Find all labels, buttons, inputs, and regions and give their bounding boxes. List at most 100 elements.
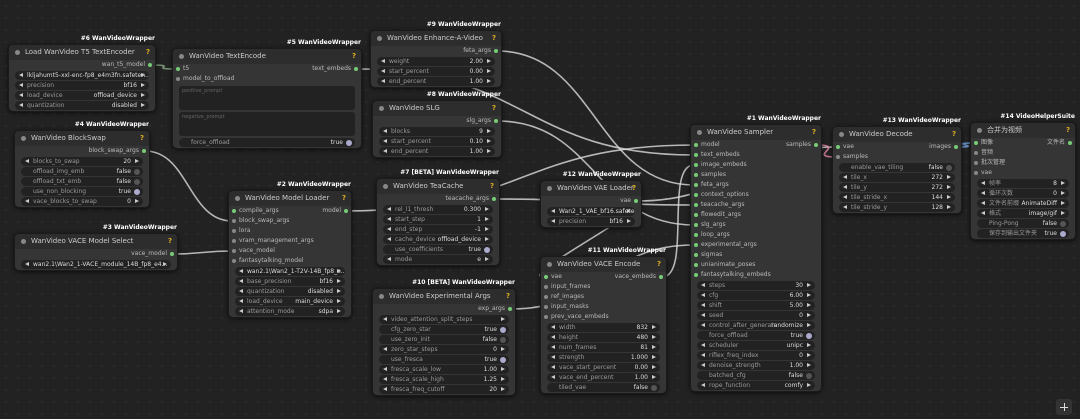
arrow-right[interactable] [652, 365, 656, 369]
arrow-right[interactable] [485, 237, 489, 241]
arrow-right[interactable] [652, 355, 656, 359]
input-slot[interactable]: prev_vace_embeds [544, 312, 609, 322]
arrow-right[interactable] [487, 69, 491, 73]
arrow-left[interactable] [387, 207, 391, 211]
arrow-right[interactable] [487, 79, 491, 83]
widget[interactable]: scheduler unipc [697, 341, 815, 350]
widget[interactable]: use_non_blocking true [21, 187, 143, 196]
arrow-right[interactable] [947, 195, 951, 199]
arrow-right[interactable] [485, 257, 489, 261]
output-slot[interactable]: images [929, 142, 958, 152]
widget[interactable]: video_attention_split_steps [379, 315, 509, 324]
help-icon[interactable]: ? [951, 130, 956, 138]
widget[interactable]: seed 0 [697, 311, 815, 320]
input-slot[interactable]: unianimate_poses [694, 260, 755, 270]
arrow-left[interactable] [381, 69, 385, 73]
output-slot[interactable]: text_embeds [312, 64, 358, 74]
arrow-left[interactable] [383, 347, 387, 351]
arrow-left[interactable] [25, 262, 29, 266]
toggle[interactable] [134, 178, 140, 185]
arrow-right[interactable] [652, 335, 656, 339]
widget[interactable]: control_after_generate randomize [697, 321, 815, 330]
widget[interactable]: 循环次数 0 [977, 189, 1069, 198]
arrow-left[interactable] [239, 289, 243, 293]
arrow-left[interactable] [701, 383, 705, 387]
help-icon[interactable]: ? [491, 34, 496, 42]
arrow-left[interactable] [383, 377, 387, 381]
arrow-right[interactable] [627, 219, 631, 223]
input-slot[interactable]: input_masks [544, 302, 589, 312]
arrow-left[interactable] [19, 83, 23, 87]
toggle[interactable] [1060, 220, 1066, 227]
arrow-right[interactable] [163, 262, 167, 266]
input-slot[interactable]: vace_model [232, 246, 275, 256]
arrow-right[interactable] [652, 345, 656, 349]
arrow-left[interactable] [19, 93, 23, 97]
node[interactable]: #9 WanVideoWrapper WanVideo Enhance-A-Vid… [370, 21, 502, 88]
node[interactable]: #4 WanVideoWrapper WanVideo BlockSwap? blo… [14, 121, 150, 208]
input-slot[interactable]: lora [232, 226, 250, 236]
toggle[interactable] [134, 168, 140, 175]
toggle[interactable] [806, 372, 812, 379]
input-slot[interactable]: experimental_args [694, 240, 757, 250]
widget[interactable]: precision bf16 [15, 81, 149, 90]
widget[interactable]: force_offload true [697, 331, 815, 340]
widget[interactable]: mode e [383, 255, 493, 264]
output-slot[interactable]: wan_t5_model [102, 60, 152, 70]
input-slot[interactable]: model [694, 140, 720, 150]
input-slot[interactable]: fantasytalking_model [232, 256, 303, 266]
help-icon[interactable]: ? [811, 128, 816, 136]
node[interactable]: #12 WanVideoWrapper WanVideo VAE Loader? v… [540, 171, 642, 228]
toggle[interactable] [484, 246, 490, 253]
widget[interactable]: use_coefficients true [383, 245, 493, 254]
arrow-left[interactable] [239, 279, 243, 283]
help-icon[interactable]: ? [341, 194, 346, 202]
arrow-right[interactable] [807, 293, 811, 297]
arrow-right[interactable] [1061, 191, 1065, 195]
arrow-right[interactable] [485, 227, 489, 231]
arrow-left[interactable] [843, 195, 847, 199]
arrow-left[interactable] [551, 335, 555, 339]
output-slot[interactable]: model [322, 206, 348, 216]
arrow-right[interactable] [807, 353, 811, 357]
arrow-left[interactable] [981, 181, 985, 185]
arrow-right[interactable] [487, 139, 491, 143]
help-icon[interactable]: ? [631, 184, 636, 192]
arrow-right[interactable] [807, 343, 811, 347]
node[interactable]: #10 [BETA] WanVideoWrapper WanVideo Exper… [372, 279, 516, 396]
arrow-left[interactable] [551, 219, 555, 223]
arrow-left[interactable] [25, 199, 29, 203]
help-icon[interactable]: ? [145, 48, 150, 56]
arrow-left[interactable] [387, 257, 391, 261]
help-icon[interactable]: ? [656, 260, 661, 268]
input-slot[interactable]: compile_args [232, 206, 279, 216]
arrow-right[interactable] [141, 93, 145, 97]
arrow-right[interactable] [501, 367, 505, 371]
widget[interactable]: offload_txt_emb false [21, 177, 143, 186]
widget[interactable]: cfg 6.00 [697, 291, 815, 300]
arrow-right[interactable] [141, 83, 145, 87]
widget[interactable]: load_device offload_device [15, 91, 149, 100]
output-slot[interactable]: samples [786, 140, 818, 150]
widget[interactable]: tile_stride_y 128 [839, 203, 955, 212]
arrow-left[interactable] [701, 313, 705, 317]
widget[interactable]: num_frames 81 [547, 343, 660, 352]
input-slot[interactable]: input_frames [544, 282, 590, 292]
widget[interactable]: attention_mode sdpa [235, 307, 345, 316]
widget[interactable]: lkljahumt5-xxl-enc-fp8_e4m3fn.safeten... [15, 71, 149, 80]
output-slot[interactable]: vace_model [131, 249, 174, 259]
arrow-left[interactable] [383, 317, 387, 321]
arrow-left[interactable] [843, 185, 847, 189]
input-slot[interactable]: 图像 [974, 138, 993, 148]
arrow-left[interactable] [387, 227, 391, 231]
widget[interactable]: strength 1.000 [547, 353, 660, 362]
arrow-left[interactable] [701, 353, 705, 357]
input-slot[interactable]: context_options [694, 190, 749, 200]
arrow-right[interactable] [807, 283, 811, 287]
widget[interactable]: vace_blocks_to_swap 0 [21, 197, 143, 206]
arrow-left[interactable] [551, 375, 555, 379]
widget[interactable]: width 832 [547, 323, 660, 332]
widget[interactable]: batched_cfg false [697, 371, 815, 380]
toggle[interactable] [500, 336, 506, 343]
arrow-left[interactable] [701, 343, 705, 347]
